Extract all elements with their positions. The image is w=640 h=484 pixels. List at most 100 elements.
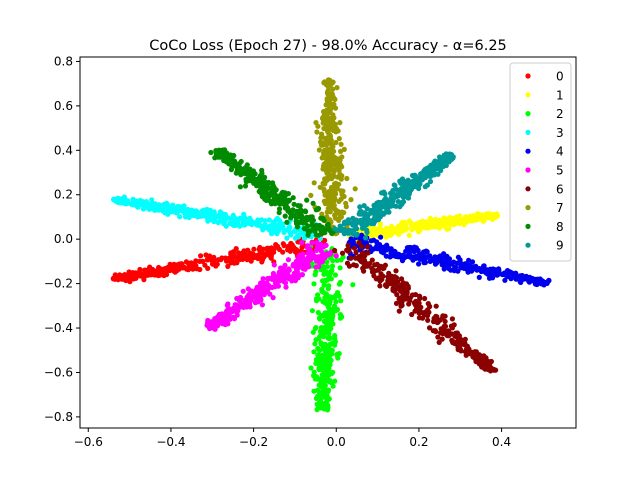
data-point: [329, 142, 335, 148]
data-point: [433, 313, 439, 319]
data-point: [368, 238, 374, 244]
data-point: [301, 261, 307, 267]
data-point: [376, 205, 382, 211]
data-point: [149, 197, 155, 203]
data-point: [136, 269, 143, 275]
data-point: [462, 336, 468, 342]
data-point: [327, 209, 333, 215]
data-point: [349, 220, 355, 226]
data-point: [321, 318, 327, 324]
data-point: [165, 205, 172, 211]
data-point: [427, 178, 434, 185]
data-point: [346, 263, 353, 269]
data-point: [353, 249, 359, 256]
data-point: [325, 356, 331, 362]
data-point: [184, 266, 190, 272]
data-point: [416, 315, 422, 321]
data-point: [285, 273, 291, 279]
data-point: [323, 135, 329, 142]
data-point: [271, 184, 277, 190]
data-point: [435, 254, 441, 260]
data-point: [320, 225, 326, 231]
data-point: [337, 265, 343, 271]
data-point: [336, 198, 342, 204]
y-axis: −0.8 −0.6 −0.4 −0.2 0.0 0.2 0.4 0.6 0.8: [44, 54, 80, 424]
data-point: [357, 204, 363, 210]
data-point: [230, 251, 236, 257]
x-tick-label: −0.2: [239, 435, 268, 449]
data-point: [291, 201, 297, 207]
data-point: [276, 206, 283, 212]
data-point: [391, 191, 397, 198]
data-point: [334, 352, 340, 358]
data-point: [328, 81, 334, 87]
data-point: [493, 214, 499, 220]
data-point: [229, 258, 235, 264]
data-point: [152, 201, 158, 207]
data-point: [326, 301, 333, 307]
data-point: [130, 202, 136, 208]
data-point: [404, 245, 410, 251]
data-point: [435, 334, 441, 340]
data-point: [240, 304, 246, 310]
data-point: [139, 202, 145, 208]
data-point: [378, 234, 384, 240]
data-point: [333, 299, 339, 305]
data-point: [336, 281, 342, 287]
data-point: [317, 245, 323, 252]
data-point: [254, 176, 261, 182]
data-point: [413, 253, 419, 260]
data-point: [455, 268, 461, 274]
data-point: [330, 321, 336, 327]
data-point: [377, 225, 383, 231]
data-point: [361, 268, 367, 274]
data-point: [480, 214, 486, 220]
data-point: [374, 239, 380, 245]
data-point: [438, 258, 444, 264]
data-point: [284, 199, 290, 205]
data-point: [504, 268, 511, 274]
data-point: [244, 294, 250, 300]
data-point: [275, 225, 281, 231]
data-point: [318, 354, 324, 360]
data-point: [416, 261, 422, 267]
data-point: [378, 249, 385, 255]
data-point: [432, 216, 439, 222]
data-point: [454, 340, 460, 346]
data-point: [127, 279, 133, 285]
data-point: [313, 395, 319, 401]
data-point: [316, 366, 322, 372]
data-point: [314, 239, 320, 246]
data-point: [400, 255, 406, 261]
data-point: [338, 298, 344, 304]
data-point: [322, 341, 328, 347]
series-6-points: [332, 240, 499, 374]
data-point: [207, 325, 213, 331]
data-point: [235, 164, 241, 171]
data-point: [396, 231, 402, 237]
data-point: [398, 221, 404, 227]
legend-marker-5: [525, 167, 531, 173]
data-point: [424, 165, 430, 171]
data-point: [323, 142, 329, 148]
data-point: [337, 171, 343, 177]
data-point: [299, 272, 305, 278]
data-point: [284, 219, 290, 225]
data-point: [329, 230, 335, 236]
legend: 0 1 2 3 4 5 6 7 8 9: [509, 62, 572, 262]
legend-label-3: 3: [556, 126, 564, 140]
data-point: [326, 343, 332, 349]
data-point: [214, 261, 220, 267]
data-point: [341, 221, 347, 227]
data-point: [368, 218, 374, 224]
data-point: [319, 259, 326, 265]
data-point: [305, 215, 311, 221]
legend-marker-8: [525, 223, 531, 229]
data-point: [259, 182, 265, 188]
data-point: [399, 284, 405, 290]
data-point: [374, 246, 380, 252]
data-point: [387, 232, 393, 238]
data-point: [442, 224, 448, 230]
data-point: [319, 327, 325, 333]
data-point: [317, 184, 323, 190]
